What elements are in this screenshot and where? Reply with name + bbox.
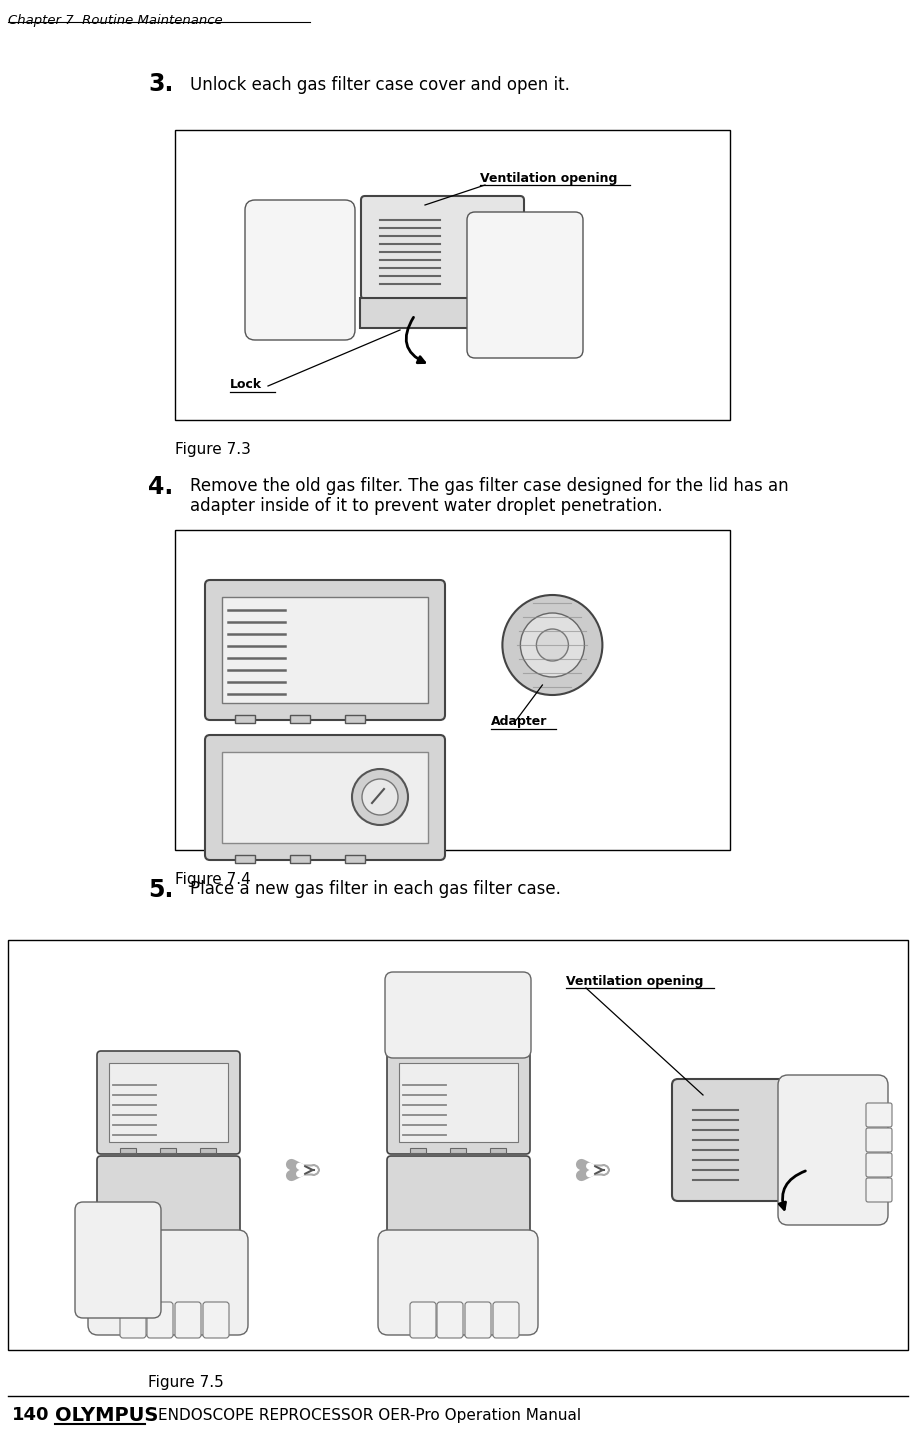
FancyBboxPatch shape [387, 1051, 530, 1154]
Bar [8, 941, 908, 1349]
FancyBboxPatch shape [205, 579, 445, 720]
Text: ENDOSCOPE REPROCESSOR OER-Pro Operation Manual: ENDOSCOPE REPROCESSOR OER-Pro Operation … [158, 1408, 581, 1423]
Bar [345, 716, 365, 723]
Bar [360, 298, 525, 328]
Text: Adapter: Adapter [491, 716, 548, 728]
Bar [222, 751, 428, 843]
Text: Figure 7.4: Figure 7.4 [175, 872, 251, 888]
FancyBboxPatch shape [866, 1103, 892, 1127]
Text: Unlock each gas filter case cover and open it.: Unlock each gas filter case cover and op… [190, 76, 570, 95]
Text: Chapter 7  Routine Maintenance: Chapter 7 Routine Maintenance [8, 14, 223, 27]
Bar [290, 855, 310, 863]
Text: 4.: 4. [148, 475, 173, 499]
FancyBboxPatch shape [245, 199, 355, 340]
FancyBboxPatch shape [866, 1177, 892, 1202]
Bar [345, 855, 365, 863]
FancyBboxPatch shape [467, 212, 583, 358]
FancyBboxPatch shape [385, 972, 531, 1058]
Bar [410, 1149, 426, 1153]
FancyBboxPatch shape [410, 1302, 436, 1338]
Bar [290, 716, 310, 723]
Bar [120, 1149, 136, 1153]
FancyBboxPatch shape [120, 1302, 146, 1338]
FancyBboxPatch shape [88, 1230, 248, 1335]
Bar [222, 597, 428, 703]
Bar [200, 1149, 216, 1153]
Text: Place a new gas filter in each gas filter case.: Place a new gas filter in each gas filte… [190, 880, 561, 898]
Circle shape [502, 595, 603, 695]
Text: adapter inside of it to prevent water droplet penetration.: adapter inside of it to prevent water dr… [190, 498, 662, 515]
FancyBboxPatch shape [75, 1202, 161, 1318]
Bar [103, 1183, 234, 1225]
FancyBboxPatch shape [672, 1078, 804, 1202]
Bar [450, 1149, 466, 1153]
FancyBboxPatch shape [387, 1156, 530, 1239]
Bar [175, 130, 730, 420]
Text: 5.: 5. [148, 878, 173, 902]
FancyBboxPatch shape [175, 1302, 201, 1338]
Circle shape [352, 769, 408, 825]
Bar [175, 531, 730, 850]
FancyBboxPatch shape [465, 1302, 491, 1338]
Bar [109, 1063, 228, 1141]
Text: Remove the old gas filter. The gas filter case designed for the lid has an: Remove the old gas filter. The gas filte… [190, 478, 789, 495]
FancyBboxPatch shape [493, 1302, 519, 1338]
Bar [235, 855, 255, 863]
FancyBboxPatch shape [866, 1153, 892, 1177]
Text: Figure 7.5: Figure 7.5 [148, 1375, 224, 1390]
FancyBboxPatch shape [97, 1051, 240, 1154]
Text: Figure 7.3: Figure 7.3 [175, 442, 251, 457]
Text: 140: 140 [12, 1405, 49, 1424]
Circle shape [537, 630, 569, 661]
FancyBboxPatch shape [866, 1129, 892, 1152]
Text: Lock: Lock [230, 379, 262, 391]
FancyBboxPatch shape [361, 196, 524, 300]
FancyBboxPatch shape [147, 1302, 173, 1338]
FancyBboxPatch shape [437, 1302, 463, 1338]
Text: Ventilation opening: Ventilation opening [480, 172, 617, 185]
Text: Ventilation opening: Ventilation opening [566, 975, 703, 988]
Circle shape [520, 612, 584, 677]
Text: OLYMPUS: OLYMPUS [55, 1405, 158, 1425]
Circle shape [362, 779, 398, 815]
Bar [235, 716, 255, 723]
FancyBboxPatch shape [778, 1076, 888, 1225]
Bar [490, 1149, 506, 1153]
FancyBboxPatch shape [203, 1302, 229, 1338]
FancyBboxPatch shape [378, 1230, 538, 1335]
Bar [160, 1149, 176, 1153]
Text: 3.: 3. [148, 72, 173, 96]
Bar [393, 1183, 524, 1225]
FancyBboxPatch shape [97, 1156, 240, 1239]
Bar [399, 1063, 518, 1141]
FancyBboxPatch shape [205, 736, 445, 860]
